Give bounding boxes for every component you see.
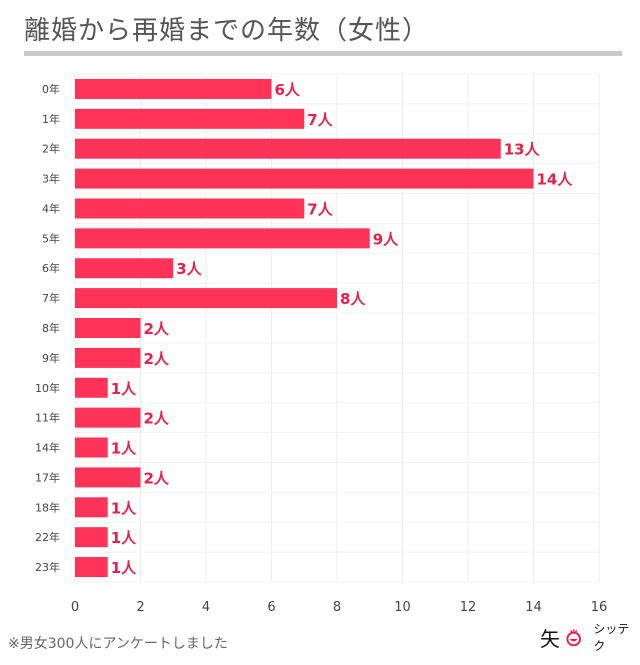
x-tick-label: 16	[591, 600, 608, 615]
y-tick-label: 10年	[35, 381, 60, 395]
title-divider	[24, 51, 622, 56]
data-label: 8人	[340, 290, 366, 308]
bar	[75, 437, 108, 458]
x-tick-label: 8	[333, 600, 341, 615]
data-label: 2人	[144, 469, 170, 487]
y-tick-label: 8年	[42, 321, 60, 335]
bar	[75, 78, 272, 99]
data-label: 9人	[373, 230, 399, 248]
chart-title: 離婚から再婚までの年数（女性）	[24, 16, 430, 46]
bar	[75, 557, 108, 578]
x-tick-label: 2	[136, 600, 144, 615]
data-label: 1人	[111, 499, 137, 517]
data-label: 7人	[307, 111, 333, 129]
bar	[75, 407, 141, 428]
data-label: 1人	[111, 440, 137, 458]
bar	[75, 467, 141, 488]
y-tick-label: 1年	[42, 112, 60, 126]
bar	[75, 198, 305, 219]
y-tick-label: 6年	[42, 261, 60, 275]
bar	[75, 108, 305, 129]
x-tick-label: 6	[267, 600, 275, 615]
y-tick-label: 22年	[35, 530, 60, 544]
bar	[75, 377, 108, 398]
x-tick-label: 4	[202, 600, 210, 615]
bar	[75, 497, 108, 518]
y-tick-label: 5年	[42, 231, 60, 245]
footnote: ※男女300人にアンケートしました	[8, 636, 228, 652]
data-label: 7人	[307, 200, 333, 218]
y-tick-label: 11年	[35, 411, 60, 425]
bar	[75, 527, 108, 548]
x-tick-label: 10	[394, 600, 411, 615]
y-tick-label: 14年	[35, 441, 60, 455]
y-tick-label: 0年	[42, 82, 60, 96]
y-tick-label: 2年	[42, 142, 60, 156]
bar	[75, 258, 174, 279]
y-tick-label: 9年	[42, 351, 60, 365]
bar	[75, 318, 141, 338]
data-label: 3人	[176, 260, 202, 278]
bar	[75, 288, 337, 309]
bar	[75, 347, 141, 368]
data-label: 2人	[144, 350, 170, 368]
y-tick-label: 4年	[42, 201, 60, 215]
logo-mark: 矢	[540, 626, 560, 651]
x-tick-label: 0	[71, 600, 79, 615]
y-tick-label: 23年	[35, 560, 60, 574]
data-label: 6人	[275, 81, 301, 99]
x-tick-label: 12	[460, 600, 477, 615]
bar	[75, 138, 501, 159]
y-tick-label: 18年	[35, 500, 60, 514]
data-label: 2人	[144, 320, 170, 338]
x-tick-label: 14	[525, 600, 542, 615]
data-label: 1人	[111, 380, 137, 398]
data-label: 13人	[504, 141, 541, 159]
logo: 矢 シッテク	[540, 622, 640, 653]
bar	[75, 168, 534, 189]
y-tick-label: 7年	[42, 291, 60, 305]
y-tick-label: 17年	[35, 470, 60, 484]
smiley-icon	[566, 629, 581, 647]
data-label: 1人	[111, 559, 137, 577]
bar	[75, 228, 370, 249]
data-label: 2人	[144, 410, 170, 428]
data-label: 1人	[111, 529, 137, 547]
y-tick-label: 3年	[42, 172, 60, 186]
data-label: 14人	[537, 171, 574, 189]
logo-text: シッテク	[593, 622, 630, 653]
